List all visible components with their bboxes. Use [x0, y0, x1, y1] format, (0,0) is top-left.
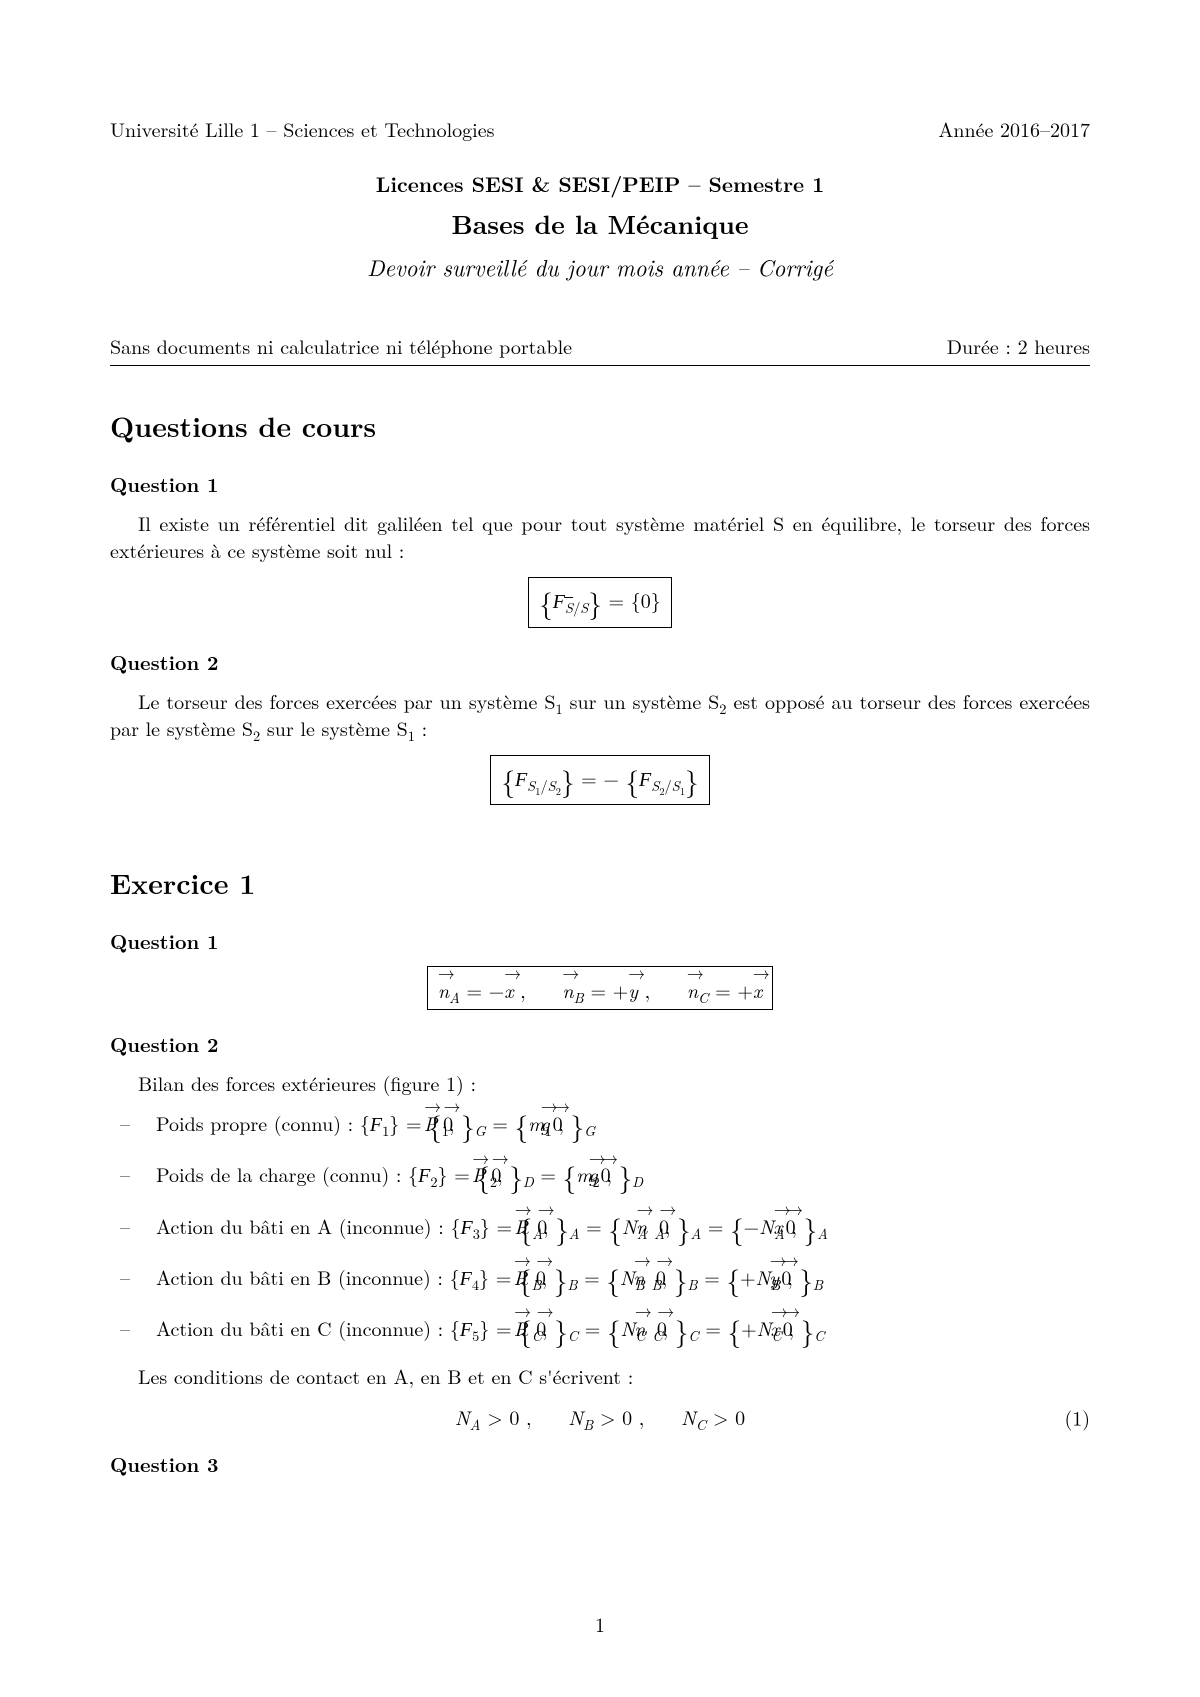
ex1-q1-equation: →nA = −→x , →nB = +→y , →nC = +→x: [110, 966, 1090, 1010]
q2-part-e: :: [415, 713, 427, 742]
ex1-q1-boxed-equation: →nA = −→x , →nB = +→y , →nC = +→x: [427, 966, 773, 1010]
contact-conditions-equation: NA > 0 , NB > 0 , NC > 0 (1): [110, 1403, 1090, 1430]
force-4-label: Action du bâti en B (inconnue) :: [156, 1262, 450, 1291]
qdc-q1-boxed-equation: {FS/S} = {0}: [528, 577, 672, 627]
equation-number-1: (1): [1064, 1403, 1090, 1430]
force-item-2: –Poids de la charge (connu) : {F2} = {→P…: [156, 1157, 1090, 1194]
force-item-4: –Action du bâti en B (inconnue) : {F4} =…: [156, 1260, 1090, 1297]
qdc-question-1-text: Il existe un référentiel dit galiléen te…: [110, 509, 1090, 563]
qdc-question-1-text-span: Il existe un référentiel dit galiléen te…: [110, 508, 1090, 564]
section-exercice-1: Exercice 1: [110, 865, 1090, 903]
header-center-block: Licences SESI & SESI/PEIP – Semestre 1 B…: [110, 170, 1090, 282]
force-item-3: –Action du bâti en A (inconnue) : {F3} =…: [156, 1209, 1090, 1246]
header-topline: Université Lille 1 – Sciences et Technol…: [110, 115, 1090, 142]
qdc-question-2-title: Question 2: [110, 648, 1090, 675]
qdc-question-2-text: Le torseur des forces exercées par un sy…: [110, 687, 1090, 741]
contact-inequalities: NA > 0 , NB > 0 , NC > 0: [455, 1403, 745, 1430]
exam-duration: Durée : 2 heures: [947, 332, 1090, 359]
course-title: Bases de la Mécanique: [110, 206, 1090, 241]
section-questions-de-cours: Questions de cours: [110, 408, 1090, 446]
force-2-label: Poids de la charge (connu) :: [156, 1159, 408, 1188]
q2-part-a: Le torseur des forces exercées par un sy…: [138, 686, 555, 715]
exam-conditions: Sans documents ni calculatrice ni téléph…: [110, 332, 572, 359]
university-name: Université Lille 1 – Sciences et Technol…: [110, 115, 494, 142]
qdc-question-1-title: Question 1: [110, 470, 1090, 497]
forces-list: Bilan des forces extérieures (figure 1) …: [110, 1069, 1090, 1348]
exam-info-row: Sans documents ni calculatrice ni téléph…: [110, 332, 1090, 366]
exam-subtitle: Devoir surveillé du jour mois année – Co…: [110, 251, 1090, 282]
ex1-question-3-title: Question 3: [110, 1450, 1090, 1477]
force-3-label: Action du bâti en A (inconnue) :: [156, 1211, 450, 1240]
force-item-1: –Poids propre (connu) : {F1} = {→P1, →0}…: [156, 1106, 1090, 1143]
q2-part-d: sur le système S: [260, 713, 408, 742]
forces-intro: Bilan des forces extérieures (figure 1) …: [138, 1069, 1090, 1096]
force-1-label: Poids propre (connu) :: [156, 1108, 360, 1137]
ex1-question-1-title: Question 1: [110, 927, 1090, 954]
page-number: 1: [0, 1610, 1200, 1637]
contact-conditions-text: Les conditions de contact en A, en B et …: [138, 1362, 1090, 1389]
licences-line: Licences SESI & SESI/PEIP – Semestre 1: [110, 170, 1090, 198]
academic-year: Année 2016–2017: [938, 115, 1090, 142]
ex1-question-2-title: Question 2: [110, 1030, 1090, 1057]
page: Université Lille 1 – Sciences et Technol…: [0, 0, 1200, 1697]
qdc-q2-boxed-equation: {FS1/S2} = − {FS2/S1}: [490, 755, 709, 805]
qdc-q2-equation: {FS1/S2} = − {FS2/S1}: [110, 755, 1090, 805]
qdc-q1-equation: {FS/S} = {0}: [110, 577, 1090, 627]
force-5-label: Action du bâti en C (inconnue) :: [156, 1313, 450, 1342]
force-item-5: –Action du bâti en C (inconnue) : {F5} =…: [156, 1311, 1090, 1348]
q2-part-b: sur un système S: [563, 686, 720, 715]
